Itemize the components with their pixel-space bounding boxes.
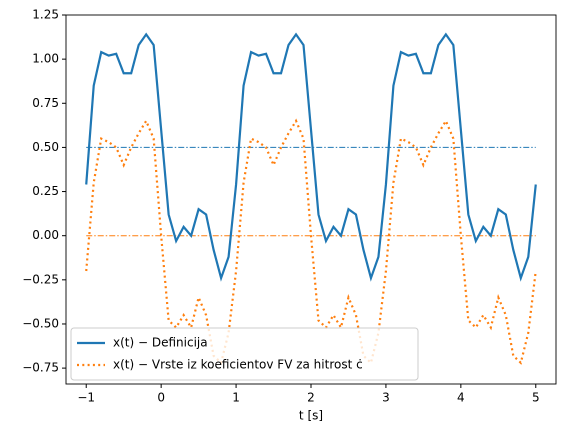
y-tick-label: 0.25: [32, 184, 59, 198]
y-tick-label: −0.75: [22, 361, 59, 375]
x-tick-label: 0: [157, 391, 165, 405]
y-tick-label: −0.50: [22, 316, 59, 330]
x-tick-label: −1: [77, 391, 95, 405]
data-line: [85, 32, 537, 282]
x-tick-label: 2: [307, 391, 315, 405]
y-tick-label: 0.75: [32, 96, 59, 110]
legend-label: x(t) − Vrste iz koeficientov FV za hitro…: [113, 358, 363, 372]
y-tick-label: −0.25: [22, 272, 59, 286]
y-tick-label: 0.00: [32, 228, 59, 242]
x-tick-label: 1: [232, 391, 240, 405]
y-tick-label: 1.00: [32, 52, 59, 66]
plot-frame: [65, 14, 557, 385]
legend-label: x(t) − Definicija: [113, 336, 208, 350]
data-line: [85, 118, 537, 365]
y-tick-label: 1.25: [32, 8, 59, 22]
legend-box: [70, 327, 419, 381]
x-tick-label: 4: [457, 391, 465, 405]
x-tick-label: 3: [382, 391, 390, 405]
y-tick-label: 0.50: [32, 140, 59, 154]
x-axis-label: t [s]: [299, 409, 323, 423]
x-tick-label: 5: [532, 391, 540, 405]
